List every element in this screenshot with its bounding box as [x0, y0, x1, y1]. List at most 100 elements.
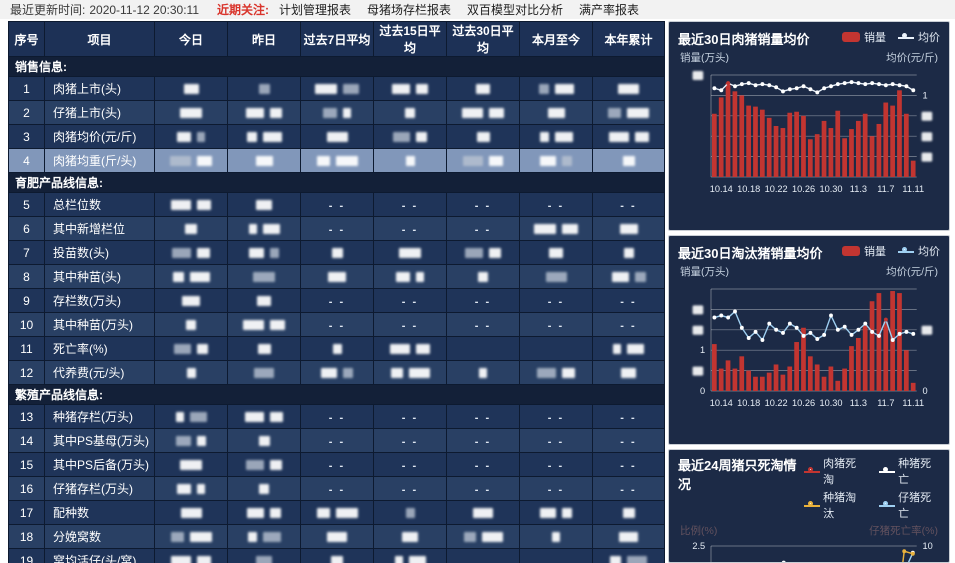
table-row-19[interactable]: 19 窝均活仔(头/窝) [8, 548, 665, 563]
redacted-value [416, 84, 428, 95]
data-cell [592, 264, 665, 289]
data-cell [227, 192, 301, 217]
table-row-16[interactable]: 16 仔猪存栏(万头) - -- -- -- -- - [8, 476, 665, 501]
redacted-value [608, 132, 629, 143]
section-row: 育肥产品线信息: [8, 172, 665, 193]
data-cell: - - [446, 476, 520, 501]
data-cell: - - [373, 428, 447, 453]
redacted-value [255, 156, 273, 167]
redacted-value [540, 508, 556, 519]
table-row-11[interactable]: 11 死亡率(%) [8, 336, 665, 361]
legend-item-0[interactable]: 销量 [842, 243, 886, 259]
data-cell [592, 500, 665, 525]
table-row-10[interactable]: 10 其中种苗(万头) - -- -- -- -- - [8, 312, 665, 337]
data-cell [519, 360, 593, 385]
col-header-3: 昨日 [227, 21, 301, 57]
redacted-value [619, 532, 638, 543]
axis-labels: 销量(万头) 均价(元/斤) [678, 262, 940, 279]
redacted-value [408, 556, 426, 563]
table-row-12[interactable]: 12 代养费(元/头) [8, 360, 665, 385]
report-link-0[interactable]: 计划管理报表 [279, 3, 352, 17]
legend-label: 销量 [864, 246, 886, 258]
redacted-value [476, 84, 490, 95]
table-row-4[interactable]: 4 肉猪均重(斤/头) [8, 148, 665, 173]
row-number: 3 [8, 124, 45, 149]
redacted-value [262, 224, 280, 235]
redacted-value [270, 108, 282, 119]
data-cell [227, 336, 301, 361]
table-row-14[interactable]: 14 其中PS基母(万头) - -- -- -- -- - [8, 428, 665, 453]
table-row-7[interactable]: 7 投苗数(头) [8, 240, 665, 265]
redacted-value [270, 508, 281, 519]
redacted-value [270, 412, 283, 423]
redacted-value [259, 484, 269, 495]
row-item-label: 分娩窝数 [44, 524, 155, 549]
table-row-15[interactable]: 15 其中PS后备(万头) - -- -- -- -- - [8, 452, 665, 477]
redacted-value [613, 344, 621, 355]
table-row-6[interactable]: 6 其中新增栏位 - -- -- - [8, 216, 665, 241]
line-marker-icon [803, 500, 820, 510]
data-cell [592, 148, 665, 173]
data-cell [373, 500, 447, 525]
data-cell: - - [592, 404, 665, 429]
report-link-3[interactable]: 满产率报表 [579, 3, 640, 17]
redacted-value [539, 132, 549, 143]
left-axis-label: 比例(%) [680, 525, 718, 537]
table-row-5[interactable]: 5 总栏位数 - -- -- -- -- - [8, 192, 665, 217]
legend-item-2[interactable]: 种猪淘汰 [803, 489, 865, 521]
redacted-value [331, 248, 343, 259]
legend-item-1[interactable]: 种猪死亡 [878, 455, 940, 487]
row-item-label: 其中PS基母(万头) [44, 428, 155, 453]
svg-text:0: 0 [923, 386, 928, 396]
data-cell [519, 100, 593, 125]
data-cell [300, 500, 374, 525]
data-cell [519, 500, 593, 525]
data-cell [227, 548, 301, 563]
redacted-value [396, 272, 410, 283]
row-item-label: 配种数 [44, 500, 155, 525]
table-row-9[interactable]: 9 存栏数(万头) - -- -- -- -- - [8, 288, 665, 313]
redacted-value [392, 84, 410, 95]
data-cell [300, 100, 374, 125]
table-row-17[interactable]: 17 配种数 [8, 500, 665, 525]
redacted-value [189, 532, 212, 543]
svg-text:10.22: 10.22 [765, 184, 788, 194]
section-row: 销售信息: [8, 56, 665, 77]
legend-item-1[interactable]: 均价 [898, 243, 940, 259]
cull-sales-chart-canvas: 10.14 10.18 10.22 10.26 10.30 11.3 11.7 11.11 1 0… [692, 288, 933, 408]
table-row-13[interactable]: 13 种猪存栏(万头) - -- -- -- -- - [8, 404, 665, 429]
legend-item-1[interactable]: 均价 [898, 29, 940, 45]
report-link-2[interactable]: 双百模型对比分析 [467, 3, 564, 17]
data-cell [300, 524, 374, 549]
report-table: 序号 项目 今日 昨日 过去7日平均 过去15日平均 过去30日平均 本月至今 本年累计 销售信… [8, 21, 665, 563]
legend-item-3[interactable]: 仔猪死亡 [878, 489, 940, 521]
table-row-1[interactable]: 1 肉猪上市(头) [8, 76, 665, 101]
data-cell [154, 476, 228, 501]
legend-item-0[interactable]: 销量 [842, 29, 886, 45]
table-row-3[interactable]: 3 肉猪均价(元/斤) [8, 124, 665, 149]
chart-legend: 销量 均价 [842, 29, 940, 45]
data-cell: - - [300, 216, 374, 241]
axis-labels: 比例(%) 仔猪死亡率(%) [678, 521, 940, 538]
data-cell: - - [300, 404, 374, 429]
svg-text:11.7: 11.7 [877, 398, 894, 408]
table-row-8[interactable]: 8 其中种苗(头) [8, 264, 665, 289]
row-number: 18 [8, 524, 45, 549]
data-cell [154, 192, 228, 217]
legend-item-0[interactable]: 肉猪死淘 [803, 455, 865, 487]
redacted-value [634, 272, 646, 283]
row-number: 9 [8, 288, 45, 313]
table-row-18[interactable]: 18 分娩窝数 [8, 524, 665, 549]
report-link-1[interactable]: 母猪场存栏报表 [367, 3, 452, 17]
redacted-value [465, 248, 483, 259]
redacted-value [462, 108, 483, 119]
svg-text:10.26: 10.26 [792, 184, 815, 194]
report-links: 计划管理报表 母猪场存栏报表 双百模型对比分析 满产率报表 [279, 1, 655, 18]
row-number: 10 [8, 312, 45, 337]
redacted-value [627, 556, 647, 563]
table-row-2[interactable]: 2 仔猪上市(头) [8, 100, 665, 125]
redacted-value [246, 108, 264, 119]
legend-label: 种猪死亡 [898, 458, 932, 486]
redacted-value [183, 84, 199, 95]
left-axis-label: 销量(万头) [680, 52, 729, 64]
